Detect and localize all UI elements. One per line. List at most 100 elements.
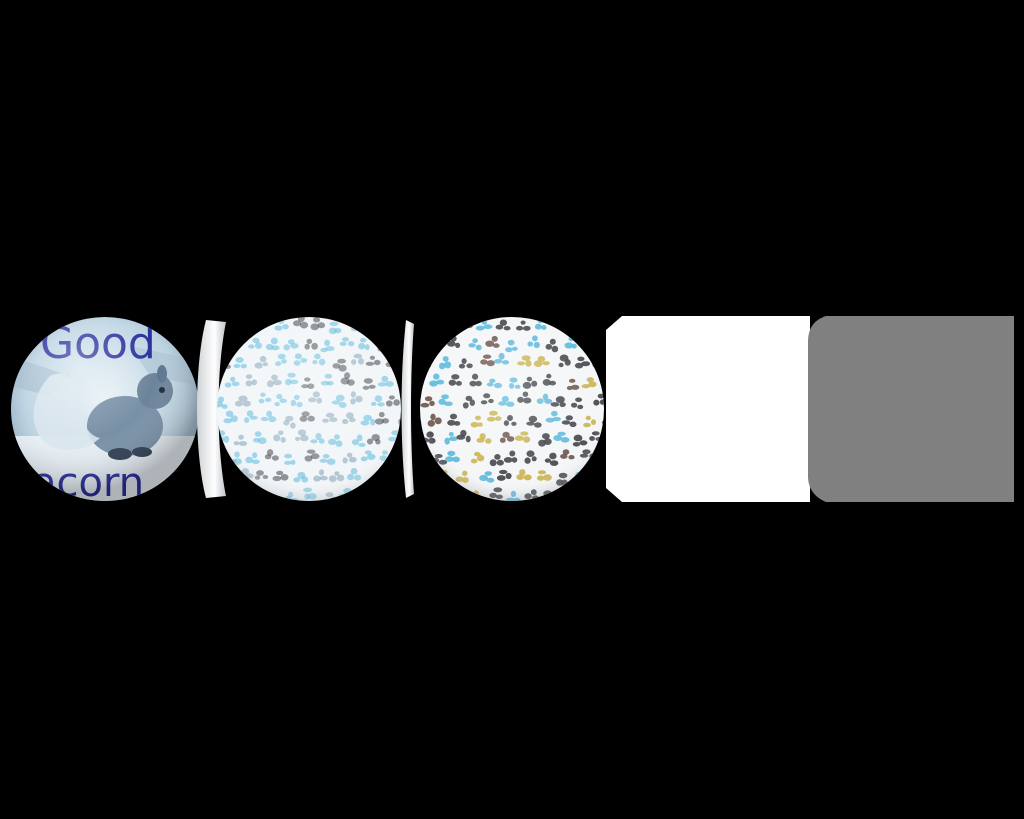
leopard-spot (596, 325, 604, 331)
sphere-edge-left (197, 320, 226, 498)
leopard-spot (360, 497, 367, 501)
leopard-spot (461, 317, 470, 321)
leopard-spot (590, 342, 596, 348)
leopard-spot (222, 320, 228, 328)
leopard-spot (230, 494, 237, 500)
carousel-item-white-tile[interactable] (606, 316, 810, 502)
leopard-spot (390, 475, 396, 481)
leopard-spot (475, 497, 482, 501)
leopard-spot (236, 323, 243, 328)
leopard-spot (592, 471, 600, 478)
leopard-spot (378, 319, 385, 326)
leopard-spot (232, 346, 238, 351)
leopard-spot (558, 317, 565, 323)
gray-tile-shape (808, 316, 1014, 502)
leopard-spot (225, 326, 235, 332)
leopard-spot (243, 493, 251, 498)
leopard-spot (579, 497, 589, 501)
leopard-spot (424, 325, 430, 332)
leopard-spot (429, 492, 438, 500)
leopard-spot (219, 327, 227, 333)
leopard-spot (347, 492, 352, 499)
leopard-spot (429, 326, 437, 333)
white-tile-shape (606, 316, 810, 502)
leopard-spot (377, 494, 384, 501)
leopard-spot (562, 322, 570, 329)
leopard-spot (393, 468, 400, 476)
leopard-spot (390, 320, 397, 327)
leopard-spot (573, 317, 582, 322)
leopard-spot (547, 497, 556, 501)
leopard-spot (361, 489, 371, 497)
leopard-spot (447, 328, 454, 333)
leopard-spot (447, 492, 457, 498)
leopard-spot (386, 326, 393, 334)
leopard-spot (439, 475, 445, 483)
leopard-spot (440, 327, 449, 332)
leopard-spot (240, 317, 247, 323)
leopard-spot (434, 487, 443, 494)
carousel-item-leopard[interactable] (418, 316, 606, 502)
leopard-spot (268, 496, 276, 501)
leopard-spot (393, 360, 399, 366)
leopard-spot (263, 499, 269, 501)
carousel-strip: Good acorn (0, 316, 1024, 502)
leopard-spot (427, 320, 436, 326)
leopard-spot (223, 491, 230, 499)
leopard-spot (595, 356, 602, 364)
leopard-spot (597, 454, 604, 462)
leopard-spot (460, 322, 469, 329)
carousel-item-edge-mid (400, 316, 420, 502)
leopard-spot (365, 496, 372, 501)
leopard-spot (589, 324, 598, 330)
leopard-faded-sphere-image (217, 317, 401, 501)
leopard-spot (447, 498, 454, 501)
leopard-spot (444, 321, 452, 327)
leopard-spot (429, 477, 435, 483)
leopard-spot (221, 358, 228, 365)
leopard-spot (226, 340, 233, 346)
leopard-spot (393, 325, 400, 330)
leopard-spot (576, 323, 584, 329)
leopard-spot (379, 490, 388, 497)
leopard-spot (369, 479, 378, 484)
leopard-sphere-image (420, 317, 604, 501)
leopard-spot (585, 492, 591, 497)
leopard-spot (432, 342, 438, 349)
leopard-spot (256, 323, 262, 329)
leopard-spot (255, 317, 264, 323)
leopard-spot (217, 363, 224, 370)
leopard-spot (378, 340, 387, 346)
leopard-spot (423, 363, 432, 368)
leopard-spot (582, 341, 589, 347)
leopard-spot (596, 479, 604, 484)
leopard-spot (221, 474, 229, 480)
leopard-spot (357, 325, 364, 332)
leopard-spot (372, 317, 381, 321)
leopard-spot (384, 496, 390, 501)
leopard-spot (576, 478, 585, 484)
leopard-spot (567, 492, 576, 498)
squirrel-sphere-image: Good acorn (11, 317, 199, 501)
leopard-spot (251, 492, 258, 499)
carousel-item-leopard-faded[interactable] (214, 316, 404, 502)
leopard-spot (228, 488, 237, 494)
leopard-spot (592, 319, 601, 325)
leopard-spot (439, 342, 445, 348)
leopard-spot (560, 493, 568, 501)
leopard-spot (420, 362, 427, 369)
leopard-spot (468, 496, 477, 501)
leopard-spot (372, 323, 379, 329)
leopard-spot (263, 492, 270, 497)
leopard-spot (437, 493, 444, 500)
carousel-item-squirrel[interactable]: Good acorn (10, 316, 200, 502)
leopard-spot (420, 356, 428, 362)
carousel-item-edge-left (196, 316, 236, 502)
leopard-spot (377, 479, 384, 484)
carousel-item-gray-tile[interactable] (808, 316, 1014, 502)
leopard-spot (238, 472, 245, 479)
leopard-spot (217, 474, 225, 480)
leopard-spot (388, 354, 397, 361)
leopard-spot (424, 471, 431, 476)
